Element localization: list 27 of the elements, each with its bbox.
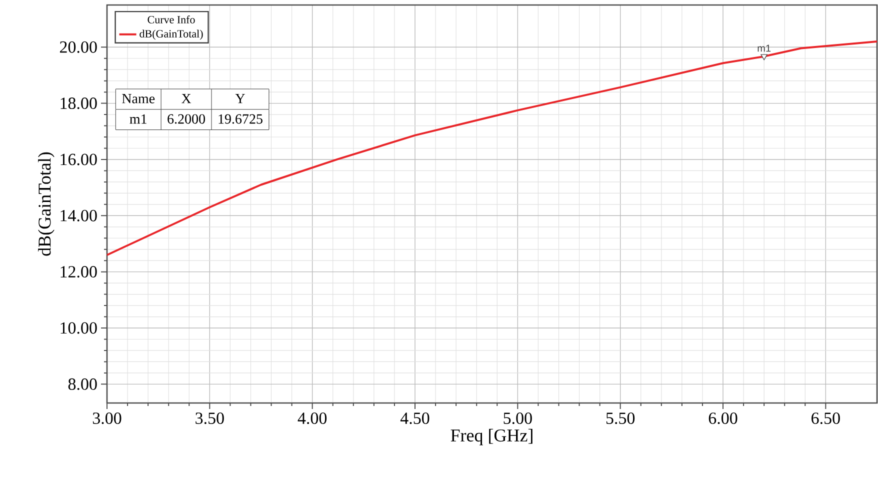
x-tick-label: 4.00	[298, 412, 327, 424]
x-tick-label: 5.00	[504, 412, 532, 424]
x-tick-label: 6.50	[812, 412, 840, 424]
annotation: 6.2000	[168, 114, 205, 124]
legend-label: dB(GainTotal)	[140, 30, 203, 40]
legend-title: Curve Info	[148, 16, 195, 24]
y-tick-label: 16.00	[60, 154, 97, 166]
annotation: X	[182, 94, 192, 104]
x-tick-label: 3.00	[92, 412, 122, 424]
x-tick-label: 4.50	[400, 412, 430, 424]
line-series	[106, 40, 878, 256]
x-tick-label: 6.00	[708, 412, 738, 424]
x-axis-title: Freq [GHz]	[450, 428, 532, 446]
y-tick-label: 14.00	[60, 210, 97, 222]
annotation: Y	[235, 94, 245, 104]
x-tick-label: 5.50	[606, 412, 635, 424]
annotation: 19.6725	[218, 114, 262, 124]
annotation: m1	[758, 44, 771, 52]
y-tick-label: 12.00	[60, 266, 97, 278]
y-tick-label: 18.00	[60, 98, 97, 110]
y-tick-label: 10.00	[60, 322, 97, 334]
annotation: m1	[130, 114, 146, 124]
y-tick-label: 20.00	[60, 41, 97, 53]
annotation: Name	[122, 94, 155, 104]
y-tick-label: 8.00	[68, 378, 97, 390]
y-axis-title: dB(GainTotal)	[38, 152, 54, 256]
x-tick-label: 3.50	[196, 412, 224, 424]
